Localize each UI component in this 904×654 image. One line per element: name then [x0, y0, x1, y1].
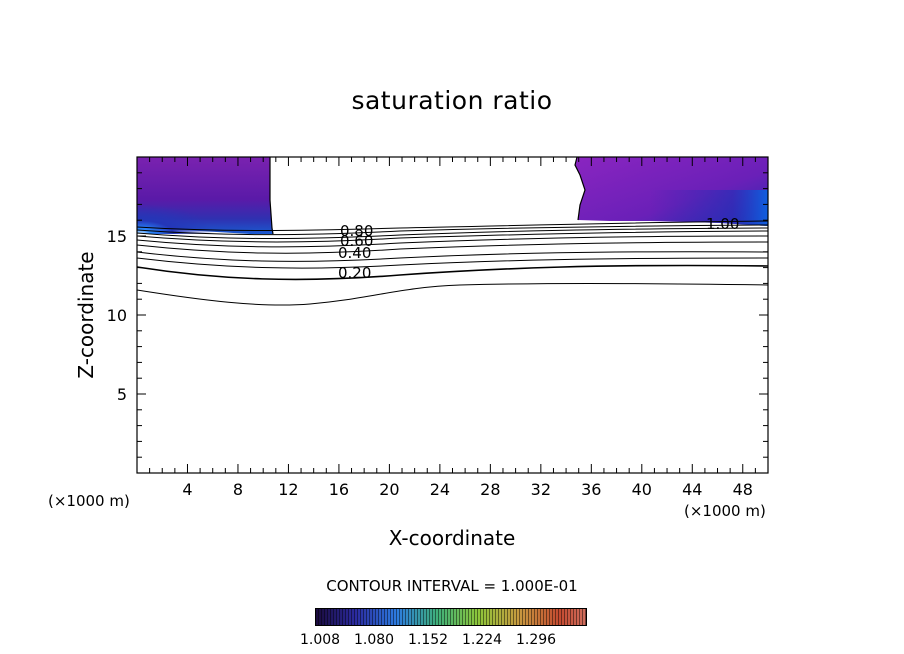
x-tick-label: 44 — [682, 480, 702, 499]
y-axis-label: Z-coordinate — [74, 251, 98, 379]
colorbar — [315, 608, 587, 626]
contour-label: 0.20 — [338, 264, 371, 282]
x-tick-label: 28 — [480, 480, 500, 499]
x-tick-label: 36 — [581, 480, 601, 499]
contour-labels: 0.80 0.60 0.40 0.20 1.00 — [338, 215, 739, 282]
chart-title: saturation ratio — [351, 86, 553, 115]
contour-label: 0.40 — [338, 244, 371, 262]
contour-label: 1.00 — [706, 215, 739, 233]
colorbar-tick-label: 1.152 — [408, 632, 449, 648]
y-tick-label: 15 — [107, 227, 127, 246]
x-tick-label: 32 — [531, 480, 551, 499]
colorbar-tick-label: 1.296 — [516, 632, 557, 648]
contour-label: 0.80 — [340, 222, 373, 240]
axis-ticks — [137, 157, 768, 473]
y-tick-label: 10 — [107, 306, 127, 325]
x-tick-label: 48 — [733, 480, 753, 499]
colorbar-tick-label: 1.080 — [354, 632, 395, 648]
colorbar-tick-label: 1.008 — [300, 632, 341, 648]
colorbar-tick-label: 1.224 — [462, 632, 503, 648]
contour-lines — [136, 220, 769, 306]
x-tick-label: 20 — [379, 480, 399, 499]
supersaturation-left — [137, 157, 274, 235]
contour-interval-text: CONTOUR INTERVAL = 1.000E-01 — [326, 577, 578, 595]
x-tick-label: 8 — [233, 480, 243, 499]
contour-label: 0.60 — [340, 232, 373, 250]
x-tick-label: 4 — [182, 480, 192, 499]
x-tick-label: 16 — [329, 480, 349, 499]
y-tick-label: 5 — [117, 385, 127, 404]
y-axis-unit: (×1000 m) — [48, 492, 130, 510]
x-axis-label: X-coordinate — [388, 526, 516, 550]
x-tick-label: 12 — [278, 480, 298, 499]
x-axis-unit: (×1000 m) — [684, 502, 766, 520]
supersaturation-right — [574, 156, 768, 226]
x-tick-label: 40 — [632, 480, 652, 499]
x-tick-label: 24 — [430, 480, 450, 499]
